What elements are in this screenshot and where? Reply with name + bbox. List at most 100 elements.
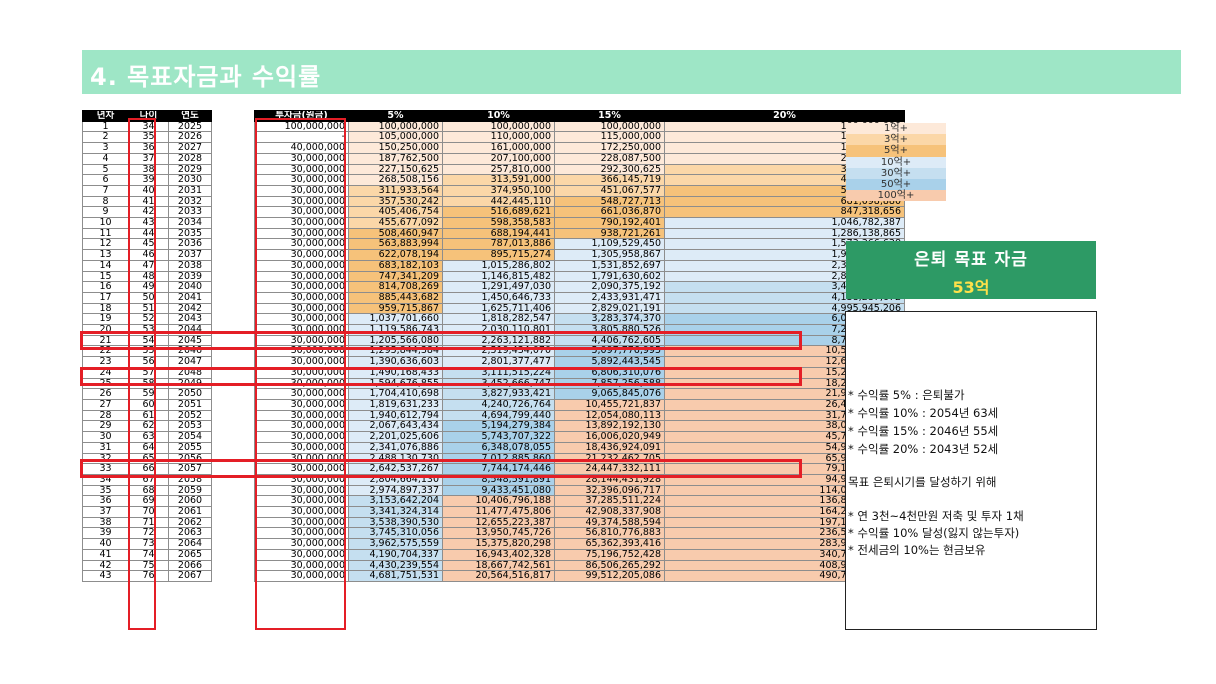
age-cell: 68 — [128, 484, 169, 497]
return-5pct-cell: 1,490,168,433 — [348, 366, 443, 379]
return-10pct-cell: 688,194,441 — [442, 227, 555, 240]
year-index-cell: 40 — [82, 538, 129, 550]
year-cell: 2049 — [168, 377, 212, 390]
return-5pct-cell: 1,119,586,743 — [348, 324, 443, 336]
year-index-cell: 12 — [82, 238, 129, 251]
investment-table: 년차 나이 연도 투자금(원금) 5% 10% 15% 20% 1 34 2025 1… — [82, 110, 905, 582]
return-15pct-cell: 99,512,205,086 — [554, 570, 665, 582]
year-cell: 2032 — [168, 195, 212, 208]
return-15pct-cell: 3,283,374,370 — [554, 313, 665, 326]
note-line: * 수익률 20% : 2043년 52세 — [848, 442, 999, 456]
age-cell: 61 — [128, 409, 169, 422]
return-5pct-cell: 563,883,994 — [348, 238, 443, 251]
age-cell: 38 — [128, 163, 169, 176]
return-10pct-cell: 13,950,745,726 — [442, 527, 555, 540]
return-10pct-cell: 7,744,174,446 — [442, 463, 555, 475]
return-15pct-cell: 292,300,625 — [554, 163, 665, 176]
return-10pct-cell: 11,477,475,806 — [442, 506, 555, 518]
year-cell: 2065 — [168, 548, 212, 561]
return-5pct-cell: 187,762,500 — [348, 152, 443, 165]
return-5pct-cell: 268,508,156 — [348, 174, 443, 186]
principal-cell: 30,000,000 — [254, 409, 349, 422]
return-15pct-cell: 5,892,443,545 — [554, 356, 665, 368]
table-row: 38 71 2062 30,000,000 3,538,390,530 12,655,22… — [82, 516, 905, 529]
return-10pct-cell: 442,445,110 — [442, 195, 555, 208]
principal-cell: 30,000,000 — [254, 527, 349, 540]
note-line: 목표 은퇴시기를 달성하기 위해 — [848, 475, 997, 489]
year-index-cell: 41 — [82, 548, 129, 561]
return-5pct-cell: 311,933,564 — [348, 184, 443, 197]
table-row: 10 43 2034 30,000,000 455,677,092 598,358,583… — [82, 217, 905, 229]
return-15pct-cell: 661,036,870 — [554, 206, 665, 219]
return-15pct-cell: 42,908,337,908 — [554, 506, 665, 518]
return-15pct-cell: 366,145,719 — [554, 174, 665, 186]
table-row: 18 51 2042 30,000,000 959,715,867 1,625,711,4… — [82, 302, 905, 315]
return-10pct-cell: 257,810,000 — [442, 163, 555, 176]
year-index-cell: 5 — [82, 163, 129, 176]
year-index-cell: 18 — [82, 302, 129, 315]
return-15pct-cell: 5,097,776,995 — [554, 345, 665, 358]
age-cell: 62 — [128, 420, 169, 433]
return-5pct-cell: 747,341,209 — [348, 270, 443, 283]
return-10pct-cell: 4,240,726,764 — [442, 398, 555, 411]
year-index-cell: 39 — [82, 527, 129, 540]
legend-item: 1억+ — [846, 123, 946, 135]
year-cell: 2029 — [168, 163, 212, 176]
year-cell: 2058 — [168, 473, 212, 486]
return-10pct-cell: 20,564,516,817 — [442, 570, 555, 582]
year-cell: 2038 — [168, 259, 212, 272]
return-10pct-cell: 12,655,223,387 — [442, 516, 555, 529]
header-10pct: 10% — [442, 110, 555, 122]
return-5pct-cell: 1,295,844,384 — [348, 345, 443, 358]
principal-cell: 30,000,000 — [254, 302, 349, 315]
return-15pct-cell: 9,065,845,076 — [554, 388, 665, 400]
principal-cell: 100,000,000 — [254, 120, 349, 133]
year-cell: 2044 — [168, 324, 212, 336]
principal-cell: 30,000,000 — [254, 570, 349, 582]
table-row: 8 41 2032 30,000,000 357,530,242 442,445,110 5… — [82, 195, 905, 208]
return-15pct-cell: 228,087,500 — [554, 152, 665, 165]
principal-cell: 30,000,000 — [254, 184, 349, 197]
principal-cell: 30,000,000 — [254, 313, 349, 326]
return-5pct-cell: 3,538,390,530 — [348, 516, 443, 529]
principal-cell: 30,000,000 — [254, 152, 349, 165]
age-cell: 60 — [128, 398, 169, 411]
return-15pct-cell: 56,810,776,883 — [554, 527, 665, 540]
age-cell: 46 — [128, 249, 169, 261]
year-index-cell: 25 — [82, 377, 129, 390]
year-index-cell: 29 — [82, 420, 129, 433]
return-15pct-cell: 86,506,265,292 — [554, 559, 665, 572]
return-15pct-cell: 100,000,000 — [554, 120, 665, 133]
principal-cell: 30,000,000 — [254, 495, 349, 508]
table-row: 7 40 2031 30,000,000 311,933,564 374,950,100 4… — [82, 184, 905, 197]
return-15pct-cell: 13,892,192,130 — [554, 420, 665, 433]
return-5pct-cell: 2,201,025,606 — [348, 431, 443, 443]
return-5pct-cell: 622,078,194 — [348, 249, 443, 261]
return-5pct-cell: 405,406,754 — [348, 206, 443, 219]
return-15pct-cell: 49,374,588,594 — [554, 516, 665, 529]
return-5pct-cell: 2,804,664,130 — [348, 473, 443, 486]
principal-cell: 30,000,000 — [254, 441, 349, 454]
legend-item: 5억+ — [846, 145, 946, 157]
year-index-cell: 2 — [82, 131, 129, 144]
return-5pct-cell: 3,153,642,204 — [348, 495, 443, 508]
header-15pct: 15% — [554, 110, 665, 122]
return-15pct-cell: 1,109,529,450 — [554, 238, 665, 251]
year-index-cell: 36 — [82, 495, 129, 508]
table-row: 2 35 2026 -105,000,000 110,000,000 115,000,00… — [82, 131, 905, 144]
return-10pct-cell: 1,818,282,547 — [442, 313, 555, 326]
year-index-cell: 32 — [82, 452, 129, 465]
year-index-cell: 26 — [82, 388, 129, 400]
year-index-cell: 19 — [82, 313, 129, 326]
return-20pct-cell: 847,318,656 — [664, 206, 905, 219]
principal-cell: 30,000,000 — [254, 217, 349, 229]
table-row: 14 47 2038 30,000,000 683,182,103 1,015,286,8… — [82, 259, 905, 272]
year-cell: 2059 — [168, 484, 212, 497]
table-row: 13 46 2037 30,000,000 622,078,194 895,715,274… — [82, 249, 905, 261]
table-row: 19 52 2043 30,000,000 1,037,701,660 1,818,282… — [82, 313, 905, 326]
year-index-cell: 27 — [82, 398, 129, 411]
year-cell: 2066 — [168, 559, 212, 572]
year-cell: 2063 — [168, 527, 212, 540]
year-cell: 2053 — [168, 420, 212, 433]
year-cell: 2039 — [168, 270, 212, 283]
